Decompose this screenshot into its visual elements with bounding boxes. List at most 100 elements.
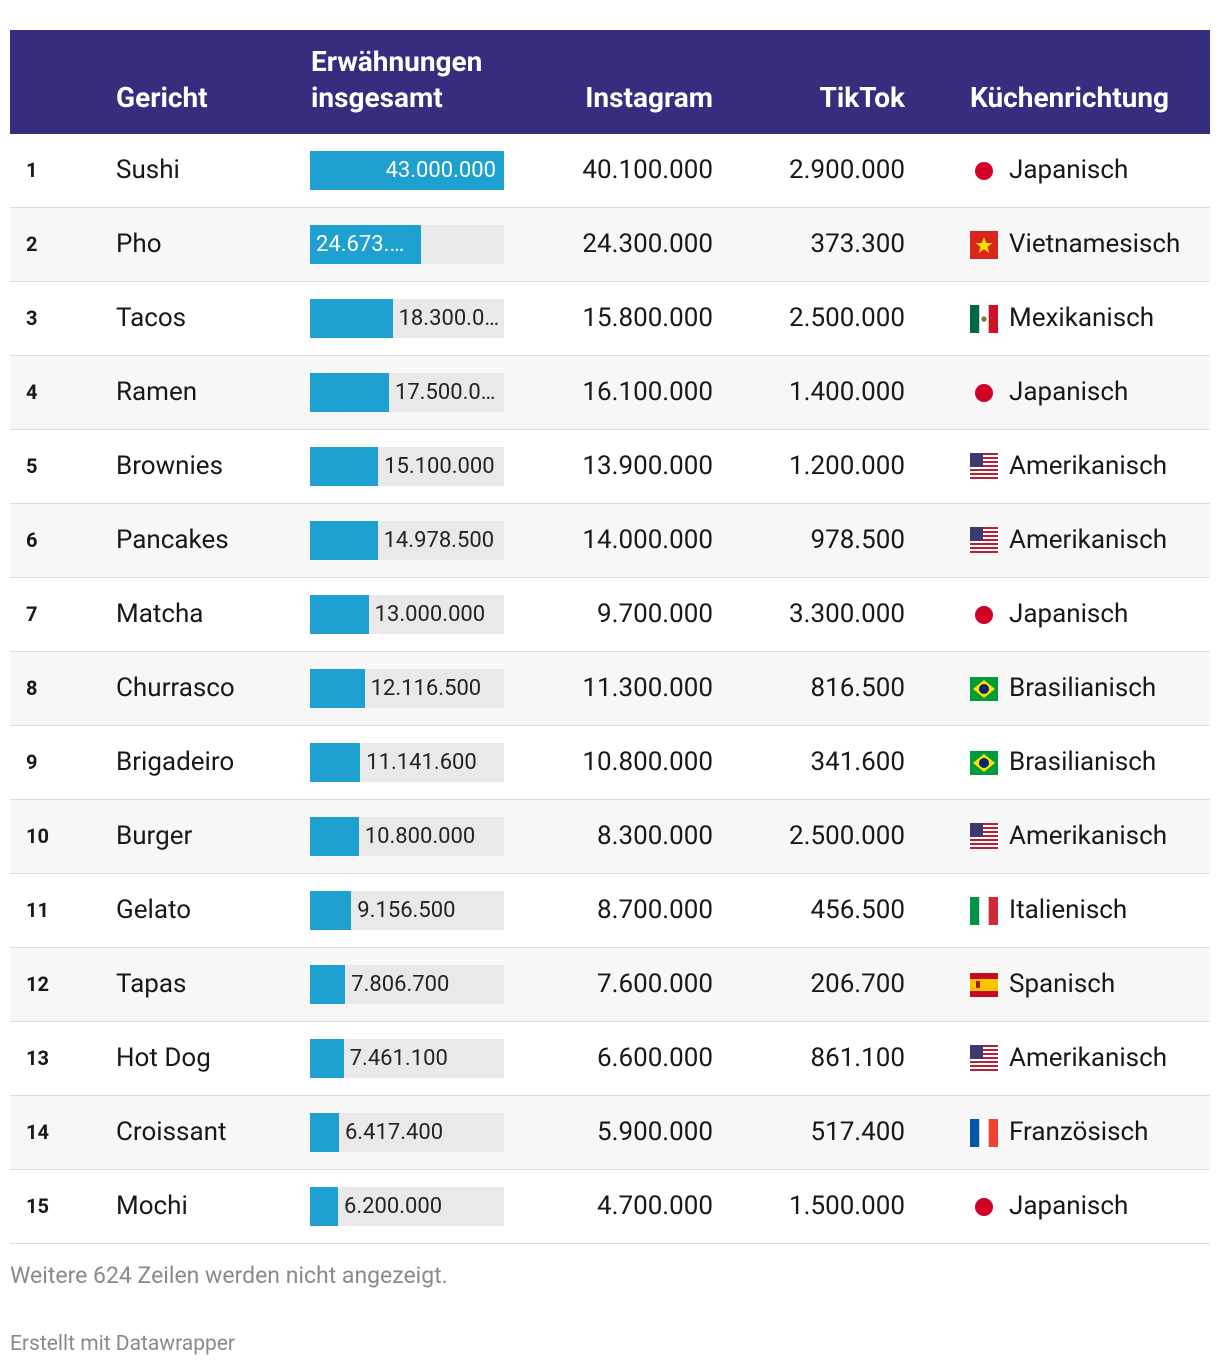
flag-shape	[975, 606, 993, 624]
flag-icon	[970, 1045, 998, 1073]
flag-icon	[970, 157, 998, 185]
table-row: 9 Brigadeiro 11.141.600 10.800.000 341.600 Br…	[10, 726, 1210, 800]
flag-shape	[970, 827, 998, 829]
instagram: 16.100.000	[582, 377, 713, 407]
flag-shape	[975, 237, 993, 253]
bar	[310, 595, 369, 634]
table-header: Gericht Erwähnungen insgesamt Instagram …	[10, 30, 1210, 134]
table-row: 8 Churrasco 12.116.500 11.300.000 816.500 Bra…	[10, 652, 1210, 726]
header-cell: Küchenrichtung	[970, 81, 1170, 114]
rank: 1	[26, 158, 38, 182]
flag-shape	[970, 457, 998, 459]
bar-track: 13.000.000	[310, 595, 504, 634]
dish: Pho	[116, 229, 162, 259]
instagram: 5.900.000	[597, 1117, 713, 1147]
flag-icon	[970, 231, 998, 259]
flag-shape	[970, 305, 980, 333]
flag-shape	[970, 551, 998, 553]
header-cell: Gericht	[116, 81, 208, 114]
bar-track: 12.116.500	[310, 669, 504, 708]
instagram: 10.800.000	[582, 747, 713, 777]
flag-shape	[970, 305, 998, 333]
cuisine: Japanisch	[1009, 1191, 1129, 1221]
bar-track: 6.417.400	[310, 1113, 504, 1152]
instagram: 40.100.000	[582, 155, 713, 185]
tiktok: 861.100	[810, 1043, 905, 1073]
flag-icon	[970, 823, 998, 851]
cuisine: Amerikanisch	[1009, 525, 1168, 555]
bar-label: 10.800.000	[364, 824, 476, 849]
flag-shape	[970, 835, 998, 837]
flag-shape	[970, 1119, 980, 1147]
bar-track: 10.800.000	[310, 817, 504, 856]
table-row: 7 Matcha 13.000.000 9.700.000 3.300.000 Japan…	[10, 578, 1210, 652]
cuisine: Französisch	[1009, 1117, 1149, 1147]
flag-shape	[970, 453, 998, 455]
cuisine: Amerikanisch	[1009, 451, 1168, 481]
flag-shape	[970, 543, 998, 545]
flag-shape	[988, 897, 998, 925]
flag-icon	[970, 1193, 998, 1221]
bar-label: 18.300.000	[398, 306, 504, 331]
tiktok: 206.700	[810, 969, 905, 999]
flag-shape	[970, 453, 998, 479]
flag-shape	[970, 527, 983, 541]
bar-label: 6.200.000	[343, 1194, 443, 1219]
flag-shape	[970, 1119, 998, 1147]
bar	[310, 891, 352, 930]
table-row: 10 Burger 10.800.000 8.300.000 2.500.000 Amer…	[10, 800, 1210, 874]
flag-shape	[970, 1061, 998, 1063]
bar-track: 24.673.300	[310, 225, 504, 264]
flag-shape	[970, 535, 998, 537]
flag-shape	[981, 316, 987, 322]
flag-shape	[979, 1119, 989, 1147]
rank: 12	[26, 972, 49, 996]
flag-shape	[970, 539, 998, 541]
bar-label: 7.806.700	[351, 972, 450, 997]
table-row: 13 Hot Dog 7.461.100 6.600.000 861.100 Amerik…	[10, 1022, 1210, 1096]
instagram: 13.900.000	[582, 451, 713, 481]
dish: Gelato	[116, 895, 192, 925]
flag-shape	[970, 677, 998, 701]
tiktok: 816.500	[810, 673, 905, 703]
cuisine: Amerikanisch	[1009, 1043, 1168, 1073]
rank: 13	[26, 1046, 49, 1070]
instagram: 7.600.000	[597, 969, 713, 999]
flag-shape	[970, 1045, 998, 1047]
cuisine: Vietnamesisch	[1009, 229, 1181, 259]
flag-shape	[970, 453, 983, 467]
bar-label: 43.000.000	[385, 158, 496, 183]
flag-icon	[970, 971, 998, 999]
bar	[310, 669, 365, 708]
flag-icon	[970, 749, 998, 777]
table-row: 5 Brownies 15.100.000 13.900.000 1.200.000 Am…	[10, 430, 1210, 504]
bar-track: 15.100.000	[310, 447, 504, 486]
dish: Brownies	[116, 451, 224, 481]
rank: 14	[26, 1120, 49, 1144]
flag-shape	[975, 162, 993, 180]
bar-label: 6.417.400	[344, 1120, 444, 1145]
cuisine: Italienisch	[1009, 895, 1128, 925]
cuisine: Japanisch	[1009, 599, 1129, 629]
header-cell: TikTok	[819, 81, 905, 114]
bar	[310, 373, 389, 412]
flag-shape	[970, 477, 998, 479]
cuisine: Japanisch	[1009, 155, 1129, 185]
instagram: 14.000.000	[582, 525, 713, 555]
flag-shape	[976, 981, 980, 988]
flag-icon	[970, 379, 998, 407]
cuisine: Brasilianisch	[1009, 747, 1157, 777]
bar-track: 7.461.100	[310, 1039, 504, 1078]
flag-shape	[970, 231, 998, 259]
flag-shape	[979, 758, 989, 768]
tiktok: 2.500.000	[789, 303, 905, 333]
bar	[310, 1039, 344, 1078]
bar-track: 43.000.000	[310, 151, 504, 190]
flag-shape	[970, 1045, 998, 1071]
dish: Brigadeiro	[116, 747, 235, 777]
rank: 3	[26, 306, 38, 330]
bar	[310, 447, 379, 486]
flag-icon	[970, 453, 998, 481]
bar	[310, 743, 361, 782]
bar	[310, 1187, 338, 1226]
